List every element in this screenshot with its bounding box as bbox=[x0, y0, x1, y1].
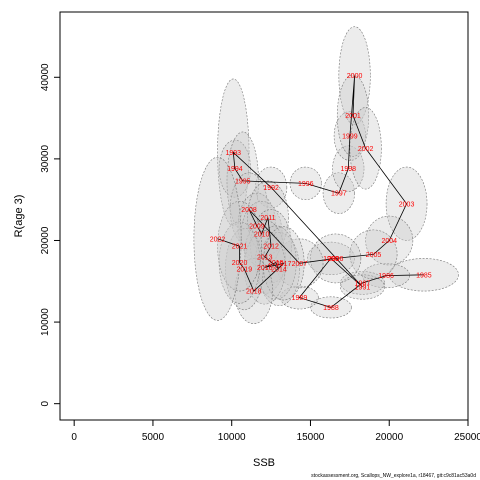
year-label-2000: 2000 bbox=[347, 73, 363, 80]
y-tick-label: 30000 bbox=[40, 145, 51, 173]
year-label-1998: 1998 bbox=[340, 166, 356, 173]
x-tick-label: 0 bbox=[71, 432, 77, 443]
year-label-2009: 2009 bbox=[249, 223, 265, 230]
year-label-1996: 1996 bbox=[298, 181, 314, 188]
year-label-2014: 2014 bbox=[271, 267, 287, 274]
year-label-1994: 1994 bbox=[227, 166, 243, 173]
year-label-1997: 1997 bbox=[331, 191, 347, 198]
y-tick-label: 40000 bbox=[40, 63, 51, 91]
year-label-2013: 2013 bbox=[257, 254, 273, 261]
year-label-2008: 2008 bbox=[241, 207, 257, 214]
year-label-2020: 2020 bbox=[232, 260, 248, 267]
x-tick-label: 20000 bbox=[375, 432, 403, 443]
year-label-2005: 2005 bbox=[366, 252, 382, 259]
year-label-2017: 2017 bbox=[276, 261, 292, 268]
y-axis: 0 10000 20000 30000 40000 bbox=[40, 63, 61, 406]
x-tick-label: 5000 bbox=[142, 432, 165, 443]
year-label-1999: 1999 bbox=[342, 134, 358, 141]
y-tick-label: 20000 bbox=[40, 226, 51, 254]
year-label-1987: 1987 bbox=[355, 280, 371, 287]
year-label-1988: 1988 bbox=[323, 305, 339, 312]
trajectory-polyline bbox=[217, 75, 424, 308]
year-label-2010: 2010 bbox=[254, 231, 270, 238]
year-label-1986: 1986 bbox=[378, 273, 394, 280]
year-label-2022: 2022 bbox=[210, 236, 226, 243]
y-axis-title: R(age 3) bbox=[13, 195, 25, 238]
year-label-1985: 1985 bbox=[416, 272, 432, 279]
year-label-2016: 2016 bbox=[257, 265, 273, 272]
year-label-2001: 2001 bbox=[345, 113, 361, 120]
year-label-2012: 2012 bbox=[263, 244, 279, 251]
year-label-2011: 2011 bbox=[260, 215, 275, 222]
year-label-2004: 2004 bbox=[381, 238, 397, 245]
year-label-1992: 1992 bbox=[263, 185, 279, 192]
year-label-2015: 2015 bbox=[268, 260, 284, 267]
year-label-2019: 2019 bbox=[237, 267, 253, 274]
year-label-1995: 1995 bbox=[235, 178, 251, 185]
caption: stockassessment.org, Scallops_NW_explore… bbox=[311, 473, 476, 479]
year-label-2007: 2007 bbox=[292, 261, 308, 268]
year-label-2006: 2006 bbox=[328, 256, 344, 263]
year-label-1991: 1991 bbox=[355, 284, 371, 291]
x-tick-label: 15000 bbox=[297, 432, 325, 443]
x-tick-label: 10000 bbox=[218, 432, 246, 443]
year-label-2002: 2002 bbox=[358, 146, 374, 153]
year-label-2003: 2003 bbox=[399, 201, 415, 208]
x-axis-title: SSB bbox=[253, 457, 275, 469]
year-label-2018: 2018 bbox=[246, 289, 262, 296]
year-label-2021: 2021 bbox=[232, 244, 248, 251]
x-tick-label: 25000 bbox=[454, 432, 480, 443]
trajectory-line bbox=[217, 75, 424, 308]
year-label-1989: 1989 bbox=[292, 295, 308, 302]
year-label-1993: 1993 bbox=[225, 150, 241, 157]
x-axis: 0 5000 10000 15000 20000 25000 bbox=[71, 419, 480, 443]
y-tick-label: 10000 bbox=[40, 308, 51, 336]
y-tick-label: 0 bbox=[40, 400, 51, 406]
year-labels: 1985 1986 1987 1988 1989 1990 1991 1992 1993 1994… bbox=[210, 73, 432, 312]
year-label-1990: 1990 bbox=[323, 256, 339, 263]
